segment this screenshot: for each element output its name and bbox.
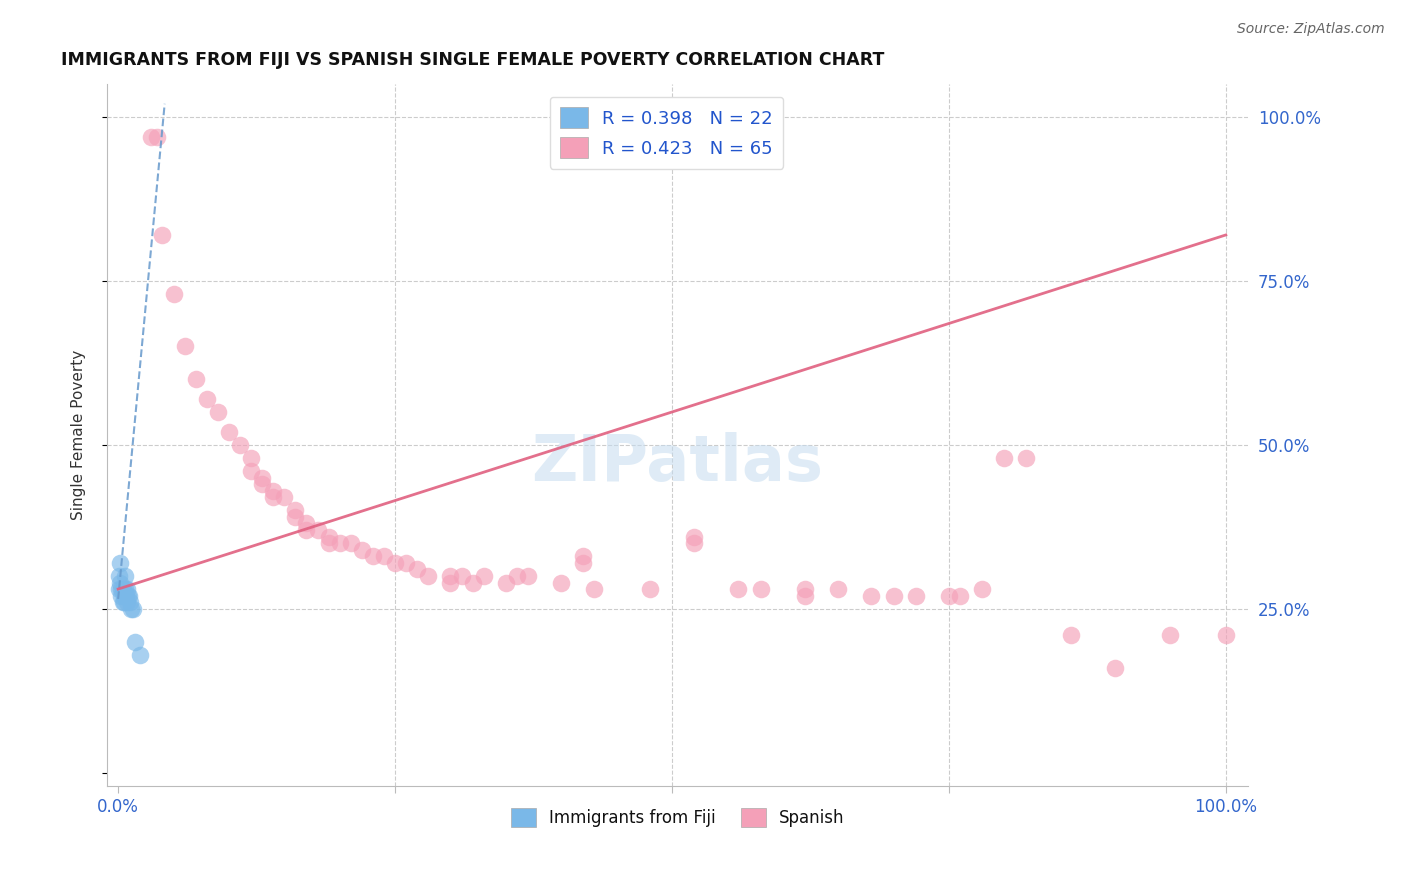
Point <box>1104 661 1126 675</box>
Point <box>472 569 495 583</box>
Point <box>329 536 352 550</box>
Point <box>284 503 307 517</box>
Point <box>110 589 132 603</box>
Point <box>683 536 706 550</box>
Point <box>195 392 218 406</box>
Point <box>120 601 142 615</box>
Point <box>373 549 395 564</box>
Point <box>250 470 273 484</box>
Point <box>162 287 184 301</box>
Point <box>262 483 284 498</box>
Point <box>395 556 418 570</box>
Point <box>1215 628 1237 642</box>
Point <box>110 556 132 570</box>
Point <box>229 438 252 452</box>
Point <box>506 569 529 583</box>
Point <box>1015 450 1038 465</box>
Point <box>115 595 138 609</box>
Point <box>129 648 152 662</box>
Point <box>295 516 318 531</box>
Point <box>495 575 517 590</box>
Point <box>112 595 135 609</box>
Point <box>152 227 174 242</box>
Point <box>117 589 139 603</box>
Point <box>114 582 136 596</box>
Point <box>173 339 195 353</box>
Point <box>860 589 883 603</box>
Point <box>120 595 142 609</box>
Point <box>240 464 263 478</box>
Point <box>727 582 749 596</box>
Point <box>110 582 132 596</box>
Point <box>240 450 263 465</box>
Point <box>115 582 138 596</box>
Point <box>112 589 135 603</box>
Point <box>114 569 136 583</box>
Point <box>1060 628 1083 642</box>
Point <box>517 569 540 583</box>
Point <box>118 589 141 603</box>
Point <box>262 490 284 504</box>
Point <box>450 569 472 583</box>
Text: Source: ZipAtlas.com: Source: ZipAtlas.com <box>1237 22 1385 37</box>
Point <box>572 556 595 570</box>
Point <box>406 562 429 576</box>
Point <box>583 582 606 596</box>
Point <box>572 549 595 564</box>
Point <box>307 523 329 537</box>
Point <box>793 589 815 603</box>
Point <box>184 372 207 386</box>
Point <box>883 589 905 603</box>
Point <box>949 589 972 603</box>
Point <box>793 582 815 596</box>
Point <box>124 634 146 648</box>
Point <box>273 490 295 504</box>
Point <box>993 450 1015 465</box>
Point <box>111 582 134 596</box>
Point <box>361 549 384 564</box>
Point <box>108 569 131 583</box>
Point <box>904 589 927 603</box>
Point <box>938 589 960 603</box>
Point <box>318 530 340 544</box>
Point <box>972 582 994 596</box>
Point <box>350 542 373 557</box>
Point <box>250 477 273 491</box>
Point <box>638 582 661 596</box>
Point <box>439 575 461 590</box>
Point <box>141 129 163 144</box>
Point <box>683 530 706 544</box>
Text: IMMIGRANTS FROM FIJI VS SPANISH SINGLE FEMALE POVERTY CORRELATION CHART: IMMIGRANTS FROM FIJI VS SPANISH SINGLE F… <box>62 51 884 69</box>
Point <box>550 575 572 590</box>
Point <box>749 582 772 596</box>
Point <box>461 575 484 590</box>
Point <box>439 569 461 583</box>
Y-axis label: Single Female Poverty: Single Female Poverty <box>72 350 86 520</box>
Point <box>284 510 307 524</box>
Point <box>108 582 131 596</box>
Point <box>121 601 143 615</box>
Point <box>218 425 240 439</box>
Point <box>318 536 340 550</box>
Point <box>384 556 406 570</box>
Point <box>295 523 318 537</box>
Point <box>339 536 361 550</box>
Point <box>207 405 229 419</box>
Text: ZIPatlas: ZIPatlas <box>531 432 824 494</box>
Point <box>146 129 169 144</box>
Point <box>1159 628 1181 642</box>
Point <box>418 569 440 583</box>
Point <box>115 589 138 603</box>
Point <box>110 575 132 590</box>
Point <box>827 582 849 596</box>
Legend: Immigrants from Fiji, Spanish: Immigrants from Fiji, Spanish <box>503 801 851 834</box>
Point <box>111 595 134 609</box>
